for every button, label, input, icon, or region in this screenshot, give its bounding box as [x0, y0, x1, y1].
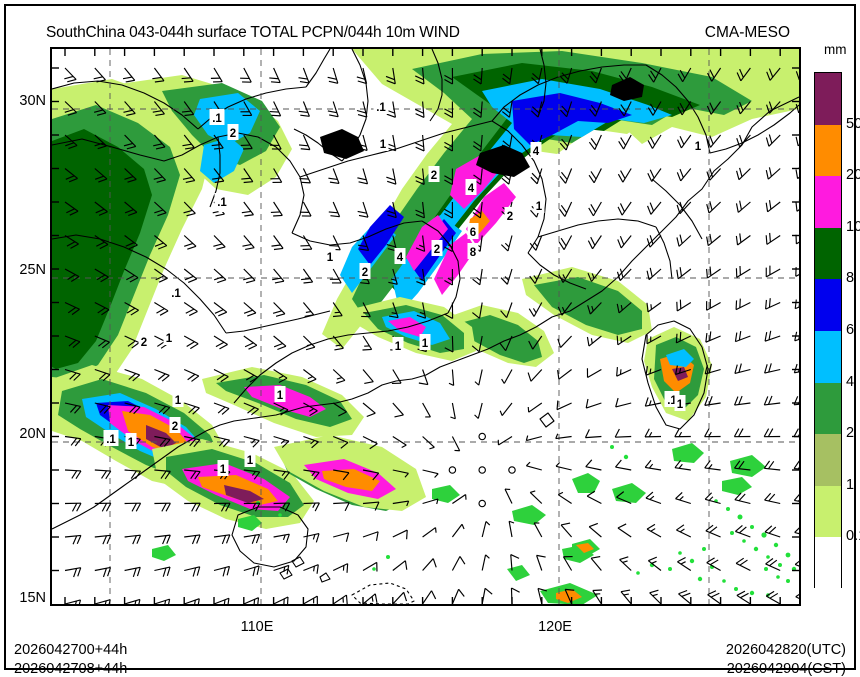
- svg-text:2: 2: [230, 128, 236, 140]
- svg-text:.1: .1: [217, 197, 227, 209]
- svg-text:2: 2: [507, 211, 513, 223]
- svg-text:2: 2: [362, 267, 368, 279]
- colorbar-tick-0.1: 0.1: [846, 528, 860, 544]
- lon-tick-110E: 110E: [231, 619, 283, 635]
- chart-frame: SouthChina 043-044h surface TOTAL PCPN/0…: [4, 4, 856, 670]
- contour-label: 1: [126, 433, 137, 449]
- contour-label: 1: [393, 337, 404, 353]
- contour-label: 1: [245, 451, 256, 467]
- contour-label: 1: [173, 391, 184, 407]
- svg-text:1: 1: [175, 395, 182, 407]
- svg-text:4: 4: [533, 146, 540, 158]
- model-label: CMA-MESO: [705, 24, 790, 42]
- contour-label: 1: [164, 329, 175, 345]
- svg-text:2: 2: [141, 337, 147, 349]
- contour-label: 1: [420, 334, 431, 350]
- footer-init-cst: 2026042708+44h: [14, 661, 127, 677]
- colorbar-tick-50: 50: [846, 116, 860, 132]
- svg-text:1: 1: [380, 139, 387, 151]
- svg-text:2: 2: [172, 421, 178, 433]
- svg-text:.1: .1: [171, 288, 181, 300]
- contour-label: .1: [169, 284, 184, 300]
- contour-label: 1: [275, 386, 286, 402]
- contour-label: 1: [218, 460, 229, 476]
- colorbar-band-6: [815, 279, 841, 331]
- colorbar-band-0.1: [815, 486, 841, 538]
- svg-text:.1: .1: [106, 434, 116, 446]
- contour-label: 1: [534, 197, 545, 213]
- svg-text:1: 1: [247, 455, 254, 467]
- svg-text:.1: .1: [376, 102, 386, 114]
- footer-valid-cst: 2026042904(CST): [727, 661, 846, 677]
- svg-text:1: 1: [695, 141, 702, 153]
- svg-text:6: 6: [470, 227, 476, 239]
- lat-tick-30N: 30N: [8, 93, 46, 109]
- page-title: SouthChina 043-044h surface TOTAL PCPN/0…: [46, 24, 460, 42]
- contour-label: 2: [170, 417, 181, 433]
- svg-text:1: 1: [166, 333, 173, 345]
- contour-label: .1: [374, 98, 389, 114]
- weather-map[interactable]: .121.1411.12412682421.11121112.1111.11: [50, 47, 801, 606]
- lon-tick-120E: 120E: [529, 619, 581, 635]
- svg-text:2: 2: [434, 244, 440, 256]
- footer-valid-utc: 2026042820(UTC): [726, 642, 846, 658]
- colorbar-tick-8: 8: [846, 270, 854, 286]
- contour-label: 2: [505, 207, 516, 223]
- svg-text:.1: .1: [212, 113, 222, 125]
- colorbar-band-10: [815, 176, 841, 228]
- contour-label: 1: [675, 395, 686, 411]
- lat-tick-15N: 15N: [8, 590, 46, 606]
- colorbar-units-label: mm: [824, 42, 847, 57]
- contour-label: 4: [531, 142, 542, 158]
- svg-text:1: 1: [128, 437, 135, 449]
- contour-label: 4: [466, 179, 477, 195]
- contour-label: 4: [395, 248, 406, 264]
- lat-tick-20N: 20N: [8, 426, 46, 442]
- contour-label: 8: [468, 243, 479, 259]
- svg-text:1: 1: [395, 341, 402, 353]
- footer-init-utc: 2026042700+44h: [14, 642, 127, 658]
- contour-label: .1: [210, 109, 225, 125]
- colorbar-band-4: [815, 331, 841, 383]
- colorbar-band-50: [815, 73, 841, 125]
- contour-label: 2: [228, 124, 239, 140]
- svg-text:1: 1: [327, 252, 334, 264]
- colorbar-tick-1: 1: [846, 477, 854, 493]
- colorbar-tick-10: 10: [846, 219, 860, 235]
- colorbar-tick-2: 2: [846, 425, 854, 441]
- colorbar-band-20: [815, 125, 841, 177]
- colorbar-band-2: [815, 383, 841, 435]
- contour-label: .1: [104, 430, 119, 446]
- svg-text:1: 1: [677, 399, 684, 411]
- svg-text:4: 4: [468, 183, 475, 195]
- contour-label: 6: [468, 223, 479, 239]
- colorbar-tick-6: 6: [846, 322, 854, 338]
- svg-text:8: 8: [470, 247, 477, 259]
- colorbar-band-8: [815, 228, 841, 280]
- contour-label: 2: [429, 166, 440, 182]
- colorbar-band-min: [815, 537, 841, 589]
- svg-text:1: 1: [220, 464, 227, 476]
- map-canvas: .121.1411.12412682421.11121112.1111.11: [52, 49, 799, 604]
- svg-text:1: 1: [536, 201, 543, 213]
- colorbar-tick-20: 20: [846, 167, 860, 183]
- svg-text:1: 1: [277, 390, 284, 402]
- contour-label: 1: [378, 135, 389, 151]
- contour-label: 1: [693, 137, 704, 153]
- colorbar-band-1: [815, 434, 841, 486]
- svg-text:2: 2: [431, 170, 437, 182]
- contour-label: 2: [360, 263, 371, 279]
- colorbar[interactable]: [814, 72, 842, 588]
- svg-text:4: 4: [397, 252, 404, 264]
- svg-text:1: 1: [422, 338, 429, 350]
- lat-tick-25N: 25N: [8, 262, 46, 278]
- contour-label: 1: [325, 248, 336, 264]
- contour-label: 2: [432, 240, 443, 256]
- contour-label: .1: [215, 193, 230, 209]
- precipitation-field: [52, 49, 799, 604]
- colorbar-tick-4: 4: [846, 374, 854, 390]
- contour-label: 2: [139, 333, 150, 349]
